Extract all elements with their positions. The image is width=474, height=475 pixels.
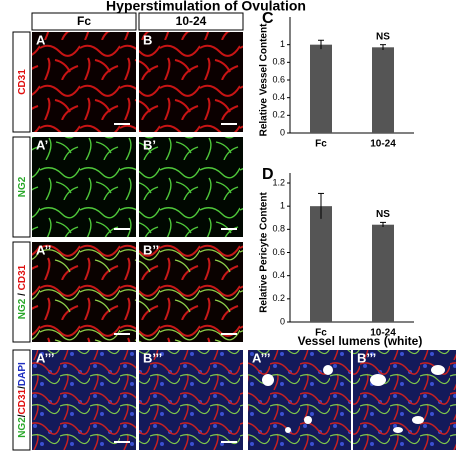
column-header-box: [31, 12, 137, 31]
row-label-part: NG2: [17, 417, 28, 438]
micrograph: [32, 242, 136, 342]
panel-letter: A’’’: [252, 350, 271, 365]
micrograph: [139, 242, 243, 342]
row-label-part: CD31: [17, 69, 28, 95]
row-label-part: /: [17, 414, 28, 417]
y-tick-label: 0.6: [272, 74, 285, 84]
lumen: [304, 416, 312, 424]
panel-letter: A’’: [36, 242, 51, 257]
y-tick-label: 0.8: [272, 224, 285, 234]
y-tick-label: 0.8: [272, 57, 285, 67]
row-label-part: CD31: [17, 388, 28, 414]
lumen: [262, 374, 274, 386]
micrograph: [32, 32, 136, 132]
x-tick-label: Fc: [315, 328, 327, 339]
chart-letter: D: [262, 166, 274, 183]
column-header: Fc: [77, 14, 91, 28]
row-label-box: [12, 241, 31, 343]
panel-letter: A’: [36, 137, 48, 152]
row-label-part: /: [17, 290, 28, 298]
panel-letter: B’: [143, 137, 156, 152]
micrograph: [248, 350, 351, 450]
panel-letter: B’’: [143, 242, 159, 257]
micrograph: [139, 32, 243, 132]
bar: [372, 224, 394, 322]
y-tick-label: 0.2: [272, 293, 285, 303]
lumen: [370, 374, 386, 386]
row-label-part: NG2: [17, 176, 28, 197]
micrograph: [32, 350, 136, 450]
lumen: [393, 427, 403, 433]
annotation: NS: [376, 209, 390, 220]
lumens-title: Vessel lumens (white): [298, 334, 423, 348]
column-header: 10-24: [176, 14, 207, 28]
lumen: [285, 427, 291, 433]
x-tick-label: 10-24: [370, 328, 396, 339]
column-header-box: [138, 12, 244, 31]
chart-letter: C: [262, 10, 274, 27]
bar: [310, 44, 332, 133]
y-tick-label: 0: [280, 316, 285, 326]
x-tick-label: Fc: [315, 139, 327, 150]
row-label: CD31: [17, 69, 28, 95]
row-label: NG2/CD31/DAPI: [17, 362, 28, 438]
lumen: [412, 416, 424, 424]
y-tick-label: 0.4: [272, 270, 285, 280]
annotation: NS: [376, 31, 390, 42]
micrograph: [32, 137, 136, 237]
y-tick-label: 0.4: [272, 92, 285, 102]
row-label: NG2: [17, 176, 28, 197]
y-tick-label: 0.2: [272, 110, 285, 120]
panel-letter: B’’’: [357, 350, 376, 365]
y-tick-label: 1.2: [272, 177, 285, 187]
x-tick-label: 10-24: [370, 139, 396, 150]
lumen: [323, 365, 333, 375]
panel-letter: B: [143, 32, 152, 47]
y-tick-label: 0.6: [272, 247, 285, 257]
panel-letter: B’’’: [143, 350, 162, 365]
row-label-box: [12, 136, 31, 238]
lumen: [431, 365, 445, 375]
micrograph: [139, 137, 243, 237]
micrograph: [139, 350, 243, 450]
row-label-box: [12, 31, 31, 133]
y-tick-label: 1: [280, 39, 285, 49]
y-axis-label: Relative Pericyte Content: [259, 192, 270, 313]
panel-letter: A’’’: [36, 350, 55, 365]
row-label-part: /: [17, 386, 28, 389]
y-tick-label: 1: [280, 201, 285, 211]
y-axis-label: Relative Vessel Content: [259, 23, 270, 136]
bar: [372, 47, 394, 133]
y-tick-label: 0: [280, 127, 285, 137]
row-label-part: DAPI: [17, 362, 28, 386]
figure-title: Hyperstimulation of Ovulation: [106, 0, 306, 14]
panel-letter: A: [36, 32, 46, 47]
row-label-part: NG2: [17, 298, 28, 319]
row-label-box: [12, 349, 31, 451]
bar: [310, 206, 332, 322]
row-label-part: CD31: [17, 264, 28, 290]
row-label: NG2 / CD31: [17, 264, 28, 319]
